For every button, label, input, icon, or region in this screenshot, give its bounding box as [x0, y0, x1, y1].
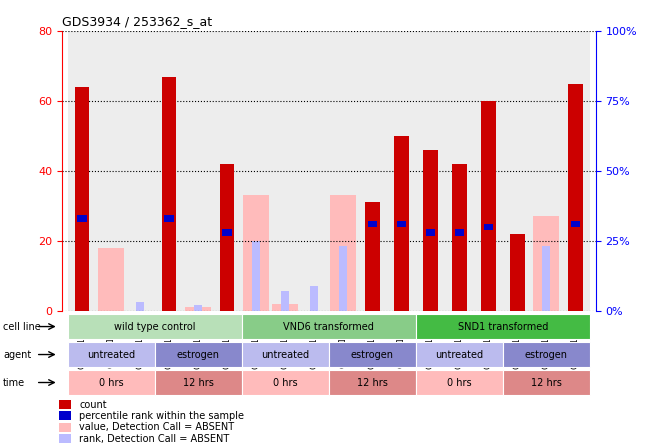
Bar: [162, 76, 176, 311]
Bar: [281, 291, 289, 311]
Text: wild type control: wild type control: [114, 321, 195, 332]
Bar: [68, 31, 96, 311]
Bar: [368, 221, 377, 227]
Bar: [75, 87, 89, 311]
Text: untreated: untreated: [87, 349, 135, 360]
Bar: [426, 230, 435, 236]
Bar: [533, 216, 559, 311]
Bar: [68, 342, 155, 367]
Bar: [339, 246, 347, 311]
Text: GDS3934 / 253362_s_at: GDS3934 / 253362_s_at: [62, 16, 212, 28]
Bar: [271, 31, 299, 311]
Bar: [561, 31, 590, 311]
Text: rank, Detection Call = ABSENT: rank, Detection Call = ABSENT: [79, 433, 229, 444]
Text: estrogen: estrogen: [525, 349, 568, 360]
Bar: [242, 370, 329, 395]
Bar: [454, 230, 464, 236]
Text: VND6 transformed: VND6 transformed: [283, 321, 374, 332]
Bar: [571, 221, 580, 227]
Bar: [445, 31, 474, 311]
Bar: [311, 285, 318, 311]
Text: percentile rank within the sample: percentile rank within the sample: [79, 411, 244, 421]
Bar: [165, 215, 174, 222]
Bar: [126, 31, 155, 311]
Text: untreated: untreated: [261, 349, 309, 360]
Bar: [329, 370, 416, 395]
Bar: [242, 314, 416, 339]
Bar: [242, 342, 329, 367]
Bar: [272, 304, 298, 311]
Text: estrogen: estrogen: [176, 349, 219, 360]
Bar: [503, 31, 532, 311]
Bar: [299, 31, 329, 311]
Bar: [416, 370, 503, 395]
Bar: [59, 400, 71, 409]
Bar: [329, 31, 358, 311]
Bar: [223, 230, 232, 236]
Text: 12 hrs: 12 hrs: [531, 377, 562, 388]
Text: time: time: [3, 377, 25, 388]
Bar: [59, 412, 71, 420]
Bar: [416, 314, 590, 339]
Bar: [396, 221, 406, 227]
Bar: [330, 195, 356, 311]
Bar: [185, 307, 212, 311]
Bar: [481, 101, 495, 311]
Bar: [474, 31, 503, 311]
Bar: [68, 314, 242, 339]
Bar: [416, 31, 445, 311]
Bar: [136, 302, 144, 311]
Bar: [77, 215, 87, 222]
Text: value, Detection Call = ABSENT: value, Detection Call = ABSENT: [79, 422, 234, 432]
Bar: [155, 370, 242, 395]
Text: cell line: cell line: [3, 321, 41, 332]
Bar: [184, 31, 213, 311]
Bar: [387, 31, 416, 311]
Text: untreated: untreated: [436, 349, 484, 360]
Text: agent: agent: [3, 349, 31, 360]
Text: estrogen: estrogen: [351, 349, 394, 360]
Text: SND1 transformed: SND1 transformed: [458, 321, 548, 332]
Bar: [423, 150, 437, 311]
Bar: [220, 164, 234, 311]
Bar: [194, 305, 202, 311]
Bar: [252, 241, 260, 311]
Text: count: count: [79, 400, 107, 410]
Text: 0 hrs: 0 hrs: [273, 377, 298, 388]
Bar: [365, 202, 380, 311]
Bar: [542, 246, 550, 311]
Text: 0 hrs: 0 hrs: [447, 377, 471, 388]
Bar: [59, 423, 71, 432]
Bar: [416, 342, 503, 367]
Bar: [503, 342, 590, 367]
Bar: [452, 164, 467, 311]
Bar: [155, 342, 242, 367]
Bar: [98, 248, 124, 311]
Bar: [503, 370, 590, 395]
Bar: [358, 31, 387, 311]
Bar: [329, 342, 416, 367]
Bar: [59, 434, 71, 443]
Bar: [484, 224, 493, 230]
Bar: [394, 136, 409, 311]
Text: 12 hrs: 12 hrs: [357, 377, 388, 388]
Text: 0 hrs: 0 hrs: [99, 377, 124, 388]
Bar: [96, 31, 126, 311]
Bar: [568, 83, 583, 311]
Text: 12 hrs: 12 hrs: [183, 377, 214, 388]
Bar: [68, 370, 155, 395]
Bar: [243, 195, 270, 311]
Bar: [155, 31, 184, 311]
Bar: [213, 31, 242, 311]
Bar: [242, 31, 271, 311]
Bar: [510, 234, 525, 311]
Bar: [532, 31, 561, 311]
